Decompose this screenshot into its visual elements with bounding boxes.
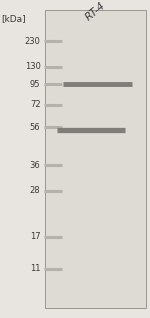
Text: 95: 95 — [30, 80, 40, 89]
Text: 130: 130 — [25, 62, 40, 71]
Bar — [45, 10, 146, 308]
Text: RT-4: RT-4 — [83, 0, 107, 22]
Text: 56: 56 — [30, 123, 40, 132]
Text: 11: 11 — [30, 264, 40, 273]
Text: [kDa]: [kDa] — [2, 14, 26, 23]
Text: 17: 17 — [30, 232, 40, 241]
Text: 36: 36 — [30, 161, 40, 170]
Text: 72: 72 — [30, 100, 40, 109]
Text: 28: 28 — [30, 186, 40, 195]
Text: 230: 230 — [25, 37, 40, 46]
